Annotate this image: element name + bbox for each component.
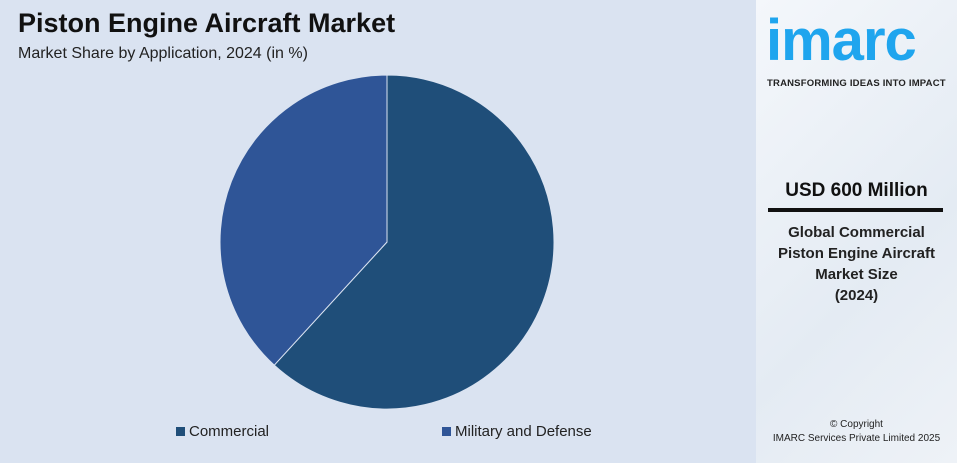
info-sidebar: imarc TRANSFORMING IDEAS INTO IMPACT USD… (756, 0, 957, 463)
copyright-line: © Copyright (830, 419, 883, 430)
logo-tagline: TRANSFORMING IDEAS INTO IMPACT (767, 78, 946, 89)
chart-subtitle: Market Share by Application, 2024 (in %) (18, 45, 308, 62)
desc-line: (2024) (834, 287, 879, 304)
legend-item-commercial: Commercial (176, 423, 269, 440)
pie-slice-commercial (273, 74, 555, 410)
legend-label: Commercial (189, 423, 270, 440)
chart-panel: Piston Engine Aircraft Market Market Sha… (0, 0, 756, 463)
pie-slice-military-and-defense (219, 74, 388, 366)
market-description: Global Commercial Piston Engine Aircraft… (756, 222, 957, 306)
legend-item-military: Military and Defense (442, 423, 592, 440)
divider (768, 208, 943, 212)
desc-line: Global Commercial (788, 224, 925, 241)
desc-line: Market Size (815, 266, 898, 283)
legend-label: Military and Defense (455, 423, 592, 440)
company-line: IMARC Services Private Limited 2025 (772, 433, 941, 444)
desc-line: Piston Engine Aircraft (778, 245, 935, 262)
chart-title: Piston Engine Aircraft Market (18, 8, 396, 38)
pie-chart (219, 74, 555, 410)
market-value: USD 600 Million (785, 180, 928, 201)
copyright: © Copyright IMARC Services Private Limit… (756, 418, 957, 446)
imarc-logo: imarc (766, 8, 917, 73)
legend-swatch (442, 427, 451, 436)
legend-swatch (176, 427, 185, 436)
